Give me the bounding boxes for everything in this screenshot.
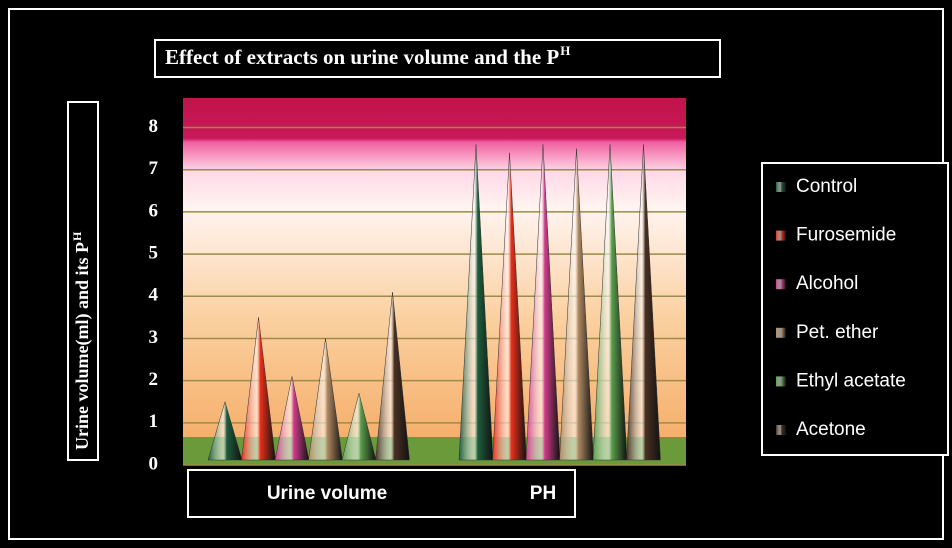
legend-marker xyxy=(776,425,786,435)
cone xyxy=(592,144,628,461)
legend-marker xyxy=(776,327,786,338)
y-tick-label: 1 xyxy=(149,411,159,432)
cone xyxy=(525,144,561,461)
chart-title: Effect of extracts on urine volume and t… xyxy=(165,45,559,69)
chart-title-superscript: H xyxy=(560,43,570,58)
cone xyxy=(375,292,410,461)
y-tick-label: 0 xyxy=(149,453,159,474)
cone xyxy=(626,144,661,461)
y-tick-label: 4 xyxy=(149,285,159,306)
cone xyxy=(241,317,276,461)
y-tick-label: 8 xyxy=(149,116,159,137)
legend-label: Furosemide xyxy=(796,225,896,246)
legend-marker xyxy=(776,230,786,241)
cone xyxy=(341,393,377,461)
cone xyxy=(308,338,343,461)
legend-marker xyxy=(776,182,786,192)
y-tick-label: 5 xyxy=(149,242,159,263)
legend-label: Acetone xyxy=(796,419,866,440)
cone xyxy=(492,152,527,461)
y-axis-label-superscript: H xyxy=(70,231,84,241)
y-tick-label: 2 xyxy=(149,369,159,390)
x-tick-label: PH xyxy=(530,483,556,504)
legend-label: Ethyl acetate xyxy=(796,370,906,391)
y-tick-label: 3 xyxy=(149,327,159,348)
cone xyxy=(559,148,594,461)
x-tick-label: Urine volume xyxy=(267,483,387,504)
y-axis-label: Urine volume(ml) and its P xyxy=(72,242,93,450)
title-box xyxy=(154,39,721,78)
cone xyxy=(207,400,243,461)
y-tick-label: 6 xyxy=(149,200,159,221)
legend xyxy=(761,162,949,456)
legend-marker xyxy=(776,279,786,290)
legend-label: Pet. ether xyxy=(796,322,879,343)
cone xyxy=(458,144,494,461)
cone xyxy=(274,376,310,461)
x-label-box xyxy=(187,469,576,518)
legend-label: Control xyxy=(796,176,857,197)
y-label-box xyxy=(67,101,99,461)
y-tick-label: 7 xyxy=(149,158,159,179)
legend-marker xyxy=(776,376,786,387)
legend-label: Alcohol xyxy=(796,273,858,294)
